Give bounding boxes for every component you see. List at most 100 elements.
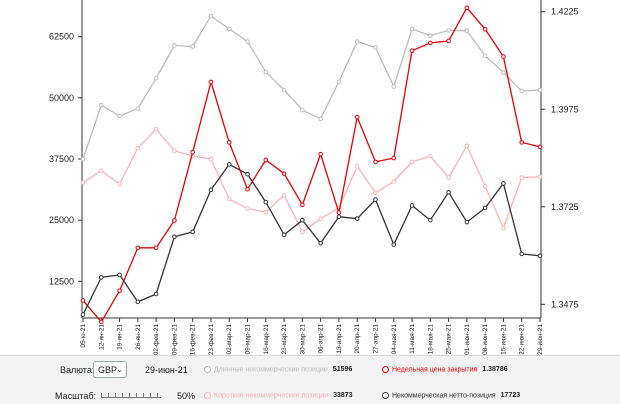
x-tick-label: 05-ю-21 (80, 324, 87, 348)
series-point-1 (153, 126, 159, 132)
series-point-1 (391, 179, 397, 184)
x-tick-label: 08-июн-21 (482, 324, 489, 355)
series-point-2 (446, 189, 451, 195)
series-point-1 (501, 225, 506, 231)
series-point-3 (80, 298, 86, 303)
series-point-1 (263, 210, 269, 215)
series-point-0 (428, 33, 433, 39)
series-point-3 (153, 245, 159, 251)
series-point-2 (135, 299, 141, 305)
series-point-2 (373, 197, 378, 202)
series-point-0 (153, 75, 159, 81)
series-point-3 (391, 155, 397, 161)
series-point-3 (537, 144, 543, 150)
series-point-2 (190, 229, 195, 235)
series-point-1 (98, 168, 104, 174)
x-tick-label: 18-мая-21 (427, 324, 434, 355)
series-point-3 (226, 140, 232, 145)
series-point-2 (537, 253, 543, 259)
series-point-0 (263, 69, 269, 75)
x-tick-label: 16-фев-21 (190, 324, 197, 355)
series-point-1 (482, 184, 488, 189)
series-point-0 (519, 88, 525, 94)
scale-slider[interactable] (101, 391, 161, 398)
series-point-2 (226, 162, 232, 167)
cot-chart: 12500 25000 37500 50000 62500 1.3475 1.3725 1.3… (49, 0, 579, 355)
series-point-0 (373, 45, 378, 50)
series-point-1 (354, 164, 360, 169)
right-tick-label: 1.3475 (551, 299, 579, 309)
series-point-0 (464, 28, 470, 34)
series-point-1 (428, 153, 433, 159)
left-tick-label: 37500 (49, 154, 74, 164)
series-point-2 (98, 275, 104, 280)
series-point-2 (464, 219, 470, 225)
legend-weekly-close[interactable]: Недельная цена закрытия 1.38786 (382, 366, 508, 373)
x-tick-label: 02-фев-21 (153, 324, 160, 355)
x-tick-label: 01-июн-21 (464, 324, 471, 355)
series-point-3 (172, 218, 177, 223)
legend-close-marker-icon (382, 366, 389, 373)
series-point-3 (281, 171, 287, 176)
series-point-2 (263, 199, 269, 205)
series-line-1 (82, 128, 541, 233)
series-point-3 (501, 54, 506, 59)
scale-label: Масштаб: (55, 391, 97, 401)
x-tick-label: 15-июн-21 (500, 324, 507, 355)
series-point-2 (482, 205, 488, 211)
series-point-2 (428, 217, 433, 223)
series-point-1 (281, 192, 287, 198)
x-tick-label: 23-мар-21 (281, 324, 288, 355)
series-point-3 (318, 151, 323, 157)
series-point-1 (318, 216, 323, 221)
series-point-0 (409, 26, 415, 32)
x-tick-label: 27-апр-21 (372, 324, 379, 354)
legend-short-positions[interactable]: Короткие некоммерческие позиции 33873 (204, 392, 353, 399)
currency-select-value: GBP (98, 365, 118, 375)
x-tick-label: 09-фев-21 (171, 324, 178, 355)
series-point-2 (501, 181, 506, 186)
series-point-0 (80, 156, 86, 162)
series-point-3 (354, 114, 360, 120)
series-point-3 (519, 140, 525, 145)
series-point-1 (409, 159, 415, 165)
legend-long-positions[interactable]: Длинные некоммерческие позиции 51596 (204, 366, 352, 373)
series-point-1 (446, 175, 451, 180)
series-point-2 (409, 203, 415, 208)
series-point-3 (373, 159, 378, 165)
left-tick-label: 62500 (49, 32, 74, 42)
series-point-1 (373, 190, 378, 196)
x-tick-label: 12-ян-21 (98, 324, 105, 350)
legend-net-position[interactable]: Некоммерческая нетто-позиция 17723 (382, 392, 520, 399)
series-point-0 (537, 87, 543, 93)
series-point-2 (281, 232, 287, 238)
series-point-3 (208, 79, 214, 85)
legend-short-marker-icon (204, 392, 211, 399)
series-line-0 (82, 15, 541, 160)
series-point-0 (446, 28, 451, 33)
series-point-1 (519, 175, 525, 180)
series-point-3 (409, 48, 415, 54)
series-point-2 (318, 240, 323, 246)
series-point-3 (300, 202, 305, 208)
series-point-0 (135, 106, 141, 111)
scale-value: 50% (177, 391, 196, 401)
x-tick-label: 29-июн-21 (537, 324, 544, 355)
series-point-0 (336, 79, 342, 85)
series-point-1 (208, 156, 214, 162)
series-point-2 (300, 217, 305, 223)
series-point-1 (80, 180, 86, 185)
x-tick-label: 25-мая-21 (446, 324, 453, 355)
series-point-1 (226, 196, 232, 202)
x-tick-label: 04-мая-21 (391, 324, 398, 355)
series-point-1 (537, 174, 543, 180)
legend-net-marker-icon (382, 392, 389, 399)
series-point-0 (208, 13, 214, 19)
currency-select[interactable]: GBP ⌄ (93, 361, 127, 378)
series-line-3 (82, 6, 541, 324)
series-point-3 (336, 210, 342, 215)
series-point-2 (117, 272, 122, 278)
right-tick-label: 1.3725 (551, 202, 579, 212)
series-point-2 (80, 312, 86, 317)
series-point-2 (519, 251, 525, 257)
